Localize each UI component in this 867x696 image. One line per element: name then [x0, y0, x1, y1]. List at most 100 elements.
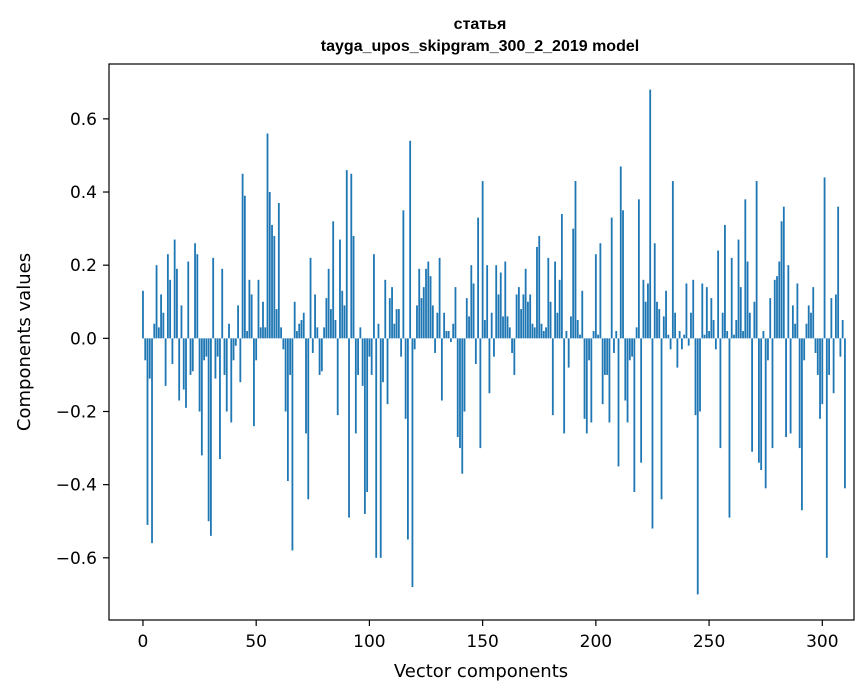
bar-component-13 [171, 338, 174, 364]
bar-component-225 [651, 338, 654, 529]
bar-component-165 [515, 294, 518, 339]
bar-component-73 [307, 338, 310, 500]
bar-component-234 [671, 181, 674, 339]
bar-component-291 [801, 338, 803, 511]
bar-component-45 [243, 195, 246, 339]
bar-component-147 [474, 338, 477, 364]
bar-component-281 [778, 261, 781, 339]
bar-component-200 [594, 254, 597, 339]
bar-component-257 [724, 224, 726, 339]
bar-component-117 [407, 338, 409, 540]
bar-component-47 [248, 279, 251, 339]
bar-component-286 [789, 338, 792, 434]
bar-component-272 [757, 338, 760, 463]
bar-component-46 [246, 331, 249, 339]
bar-component-20 [187, 261, 190, 339]
bar-component-133 [443, 312, 446, 339]
bar-component-114 [400, 338, 403, 357]
bar-component-32 [214, 338, 217, 379]
bar-component-51 [257, 279, 260, 339]
bar-component-156 [495, 265, 498, 339]
bar-component-284 [785, 338, 787, 438]
bar-component-282 [780, 221, 783, 339]
y-tick-label: −0.6 [56, 549, 97, 569]
bar-component-145 [470, 265, 473, 339]
bar-component-277 [769, 298, 772, 339]
bar-component-285 [787, 265, 790, 339]
bar-component-134 [445, 331, 448, 339]
bar-component-215 [628, 338, 631, 361]
bar-component-194 [581, 290, 584, 339]
bar-component-100 [368, 338, 371, 357]
bar-component-275 [764, 338, 767, 489]
bar-component-176 [540, 323, 543, 339]
bar-component-5 [153, 323, 156, 339]
bar-component-219 [637, 199, 640, 339]
bar-component-186 [563, 338, 566, 434]
bar-component-199 [592, 331, 595, 339]
bar-component-89 [343, 305, 346, 339]
bar-component-139 [456, 338, 459, 438]
bar-component-298 [816, 338, 819, 375]
bar-component-110 [391, 287, 393, 339]
bar-component-191 [574, 181, 577, 339]
y-axis-label: Components values [14, 253, 35, 431]
y-tick-label: −0.2 [56, 403, 97, 423]
bar-component-17 [180, 305, 183, 339]
bar-component-143 [465, 298, 468, 339]
bar-component-50 [255, 338, 258, 361]
bar-component-115 [402, 210, 405, 339]
bar-component-97 [361, 338, 364, 386]
bar-component-241 [687, 338, 690, 346]
bar-component-204 [604, 338, 606, 375]
bar-component-242 [690, 312, 692, 339]
bar-component-254 [717, 250, 720, 339]
bar-component-221 [642, 279, 645, 339]
bar-component-279 [773, 279, 776, 339]
bar-component-95 [357, 338, 359, 375]
bar-component-108 [386, 338, 389, 405]
bar-component-214 [626, 338, 629, 423]
bar-component-63 [284, 338, 287, 412]
bar-component-245 [696, 338, 699, 595]
bar-component-85 [334, 320, 337, 339]
x-tick-label: 50 [245, 632, 267, 652]
bar-component-240 [685, 283, 688, 339]
bar-component-193 [579, 334, 581, 339]
bar-component-83 [330, 309, 332, 339]
bar-component-141 [461, 338, 464, 474]
bar-component-179 [547, 257, 550, 339]
bar-component-226 [653, 243, 656, 339]
bar-component-29 [207, 338, 210, 522]
bar-component-129 [434, 338, 436, 353]
bar-component-55 [266, 133, 269, 339]
bar-component-146 [472, 283, 475, 339]
bar-component-166 [517, 287, 520, 339]
bar-component-28 [205, 338, 208, 357]
bar-component-34 [219, 338, 221, 460]
bar-component-150 [481, 181, 484, 339]
bar-component-307 [837, 206, 840, 339]
bar-component-170 [527, 301, 529, 339]
bar-component-230 [662, 316, 665, 339]
bar-component-68 [296, 331, 298, 339]
bar-component-30 [209, 338, 212, 536]
bar-component-52 [259, 327, 262, 339]
bar-component-77 [316, 327, 319, 339]
bar-component-287 [791, 305, 794, 339]
bar-component-135 [447, 331, 450, 339]
bar-component-8 [160, 294, 162, 339]
bar-component-65 [289, 338, 292, 375]
bar-component-161 [506, 316, 509, 339]
bar-component-227 [656, 301, 658, 339]
bar-component-125 [425, 268, 427, 339]
bar-component-101 [370, 338, 373, 375]
bar-component-122 [418, 268, 421, 339]
bar-component-178 [545, 327, 547, 339]
bar-component-210 [617, 338, 620, 467]
bar-component-171 [529, 294, 532, 339]
bar-component-107 [384, 279, 387, 339]
bar-component-4 [151, 338, 153, 544]
bar-component-232 [667, 334, 670, 339]
bar-component-22 [191, 338, 194, 372]
